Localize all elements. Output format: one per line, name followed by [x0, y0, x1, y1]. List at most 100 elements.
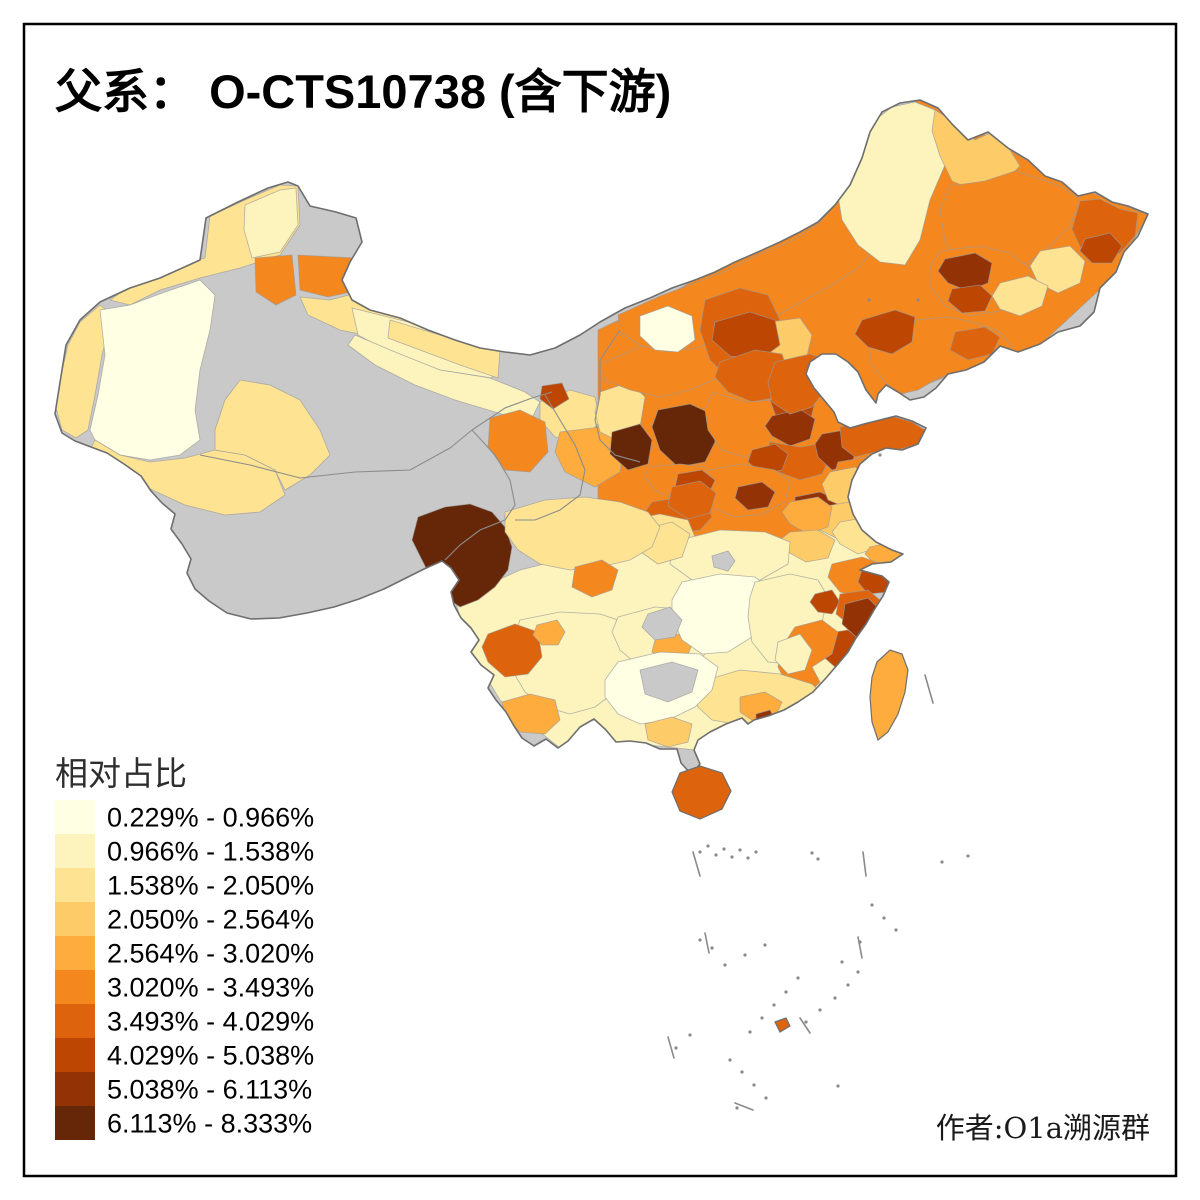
map-region-xinjiang-north-pale — [243, 187, 299, 259]
map-region-jiamusi-dark — [1079, 232, 1123, 264]
legend-label: 0.229% - 0.966% — [107, 803, 314, 833]
islet-dot — [818, 1008, 822, 1012]
islet-dot — [810, 851, 814, 855]
islet-dot — [940, 860, 944, 864]
islet-dot — [688, 1033, 692, 1037]
map-region-mudanjiang-pale — [1029, 245, 1086, 294]
legend-label: 3.020% - 3.493% — [107, 973, 314, 1003]
legend-label: 2.050% - 2.564% — [107, 905, 314, 935]
province-border-line — [199, 429, 473, 479]
map-region-shijiazhuang-dark — [747, 443, 789, 475]
map-region-yanbian-pale — [991, 275, 1049, 317]
islet-dot — [916, 298, 920, 302]
sea-dash-segment — [734, 1102, 754, 1111]
islet-dot — [738, 848, 742, 852]
map-region-beijing-dark — [764, 408, 816, 447]
legend-label: 2.564% - 3.020% — [107, 939, 314, 969]
map-region-hubei-gray-spot — [711, 550, 736, 572]
map-region-liaoning-west-dark — [854, 309, 916, 355]
legend-row: 4.029% - 5.038% — [55, 1038, 314, 1072]
legend-swatch — [55, 1106, 95, 1140]
map-region-fujian-west-pale — [774, 633, 813, 675]
legend-row: 3.020% - 3.493% — [55, 970, 314, 1004]
sea-dash-segment — [704, 932, 710, 954]
legend-label: 5.038% - 6.113% — [107, 1075, 312, 1105]
map-title-prefix: 父系： — [55, 65, 196, 120]
legend-label: 0.966% - 1.538% — [107, 837, 314, 867]
legend-row: 2.050% - 2.564% — [55, 902, 314, 936]
legend-swatch — [55, 936, 95, 970]
legend-swatch — [55, 800, 95, 834]
sea-dash-lines — [667, 674, 934, 1111]
legend-row: 5.038% - 6.113% — [55, 1072, 312, 1106]
islet-dot — [804, 1020, 808, 1024]
legend-label: 1.538% - 2.050% — [107, 871, 314, 901]
islet-dot — [878, 453, 882, 457]
author-credit: 作者:O1a溯源群 — [936, 1111, 1150, 1145]
islet-dot — [816, 857, 820, 861]
province-border-line — [471, 391, 553, 431]
islet-dot — [966, 854, 970, 858]
islet-dot — [748, 1030, 752, 1034]
legend-swatch — [55, 868, 95, 902]
legend-label: 6.113% - 8.333% — [107, 1109, 312, 1139]
islet-dot — [674, 1046, 678, 1050]
islet-dot — [882, 916, 886, 920]
map-region-yulin-darkest — [651, 403, 716, 468]
province-border-line — [444, 429, 516, 561]
island-regions — [671, 649, 909, 1033]
map-region-yunnan-central-orange — [532, 619, 566, 646]
map-title: 父系： O-CTS10738 (含下游) — [55, 65, 671, 120]
map-legend: 相对占比 0.229% - 0.966% 0.966% - 1.538% 1.538… — [55, 754, 314, 1140]
islet-dot — [772, 1003, 776, 1007]
sea-dash-segment — [799, 1017, 811, 1034]
legend-swatch — [55, 902, 95, 936]
islet-dot — [706, 844, 710, 848]
islet-dot — [796, 976, 800, 980]
map-region-jilin-city-dark — [947, 284, 993, 314]
small-islets — [674, 298, 970, 1110]
islet-dot — [752, 1083, 756, 1087]
islet-dot — [836, 1084, 840, 1088]
map-title-main: O-CTS10738 — [209, 65, 499, 118]
islet-dot — [746, 856, 750, 860]
legend-row: 0.966% - 1.538% — [55, 834, 314, 868]
map-region-innermongolia-pale-wedge — [639, 305, 696, 353]
island-taiwan — [869, 649, 909, 742]
islet-dot — [754, 850, 758, 854]
map-region-zhengzhou-dark — [734, 481, 776, 511]
islet-dot — [846, 983, 850, 987]
islet-dot — [698, 850, 702, 854]
islet-dot — [743, 953, 747, 957]
islet-dot — [730, 855, 734, 859]
legend-swatch — [55, 1038, 95, 1072]
map-title-suffix: (含下游) — [499, 65, 671, 118]
islet-dot — [870, 903, 874, 907]
legend-swatch — [55, 1072, 95, 1106]
islet-dot — [723, 963, 727, 967]
legend-label: 3.493% - 4.029% — [107, 1007, 314, 1037]
legend-row: 6.113% - 8.333% — [55, 1106, 312, 1140]
province-border-line — [594, 329, 641, 463]
legend-row: 1.538% - 2.050% — [55, 868, 314, 902]
islet-dot — [764, 1096, 768, 1100]
islet-dot — [760, 1016, 764, 1020]
map-region-sichuan-orange-spot — [571, 559, 619, 598]
legend-label: 4.029% - 5.038% — [107, 1041, 314, 1071]
sea-dash-segment — [667, 1036, 675, 1059]
legend-row: 2.564% - 3.020% — [55, 936, 314, 970]
sea-dash-segment — [692, 851, 701, 877]
islet-dot — [894, 928, 898, 932]
map-region-sichuan-basin-tan — [504, 496, 661, 571]
map-region-lanzhou-dark — [539, 382, 570, 410]
province-border-line — [515, 394, 586, 521]
legend-rows: 0.229% - 0.966% 0.966% - 1.538% 1.538% - 2… — [55, 800, 314, 1140]
islet-dot — [840, 960, 844, 964]
legend-title: 相对占比 — [55, 754, 187, 793]
province-borders — [199, 329, 641, 561]
legend-swatch — [55, 970, 95, 1004]
legend-swatch — [55, 1004, 95, 1038]
islet-dot — [784, 990, 788, 994]
